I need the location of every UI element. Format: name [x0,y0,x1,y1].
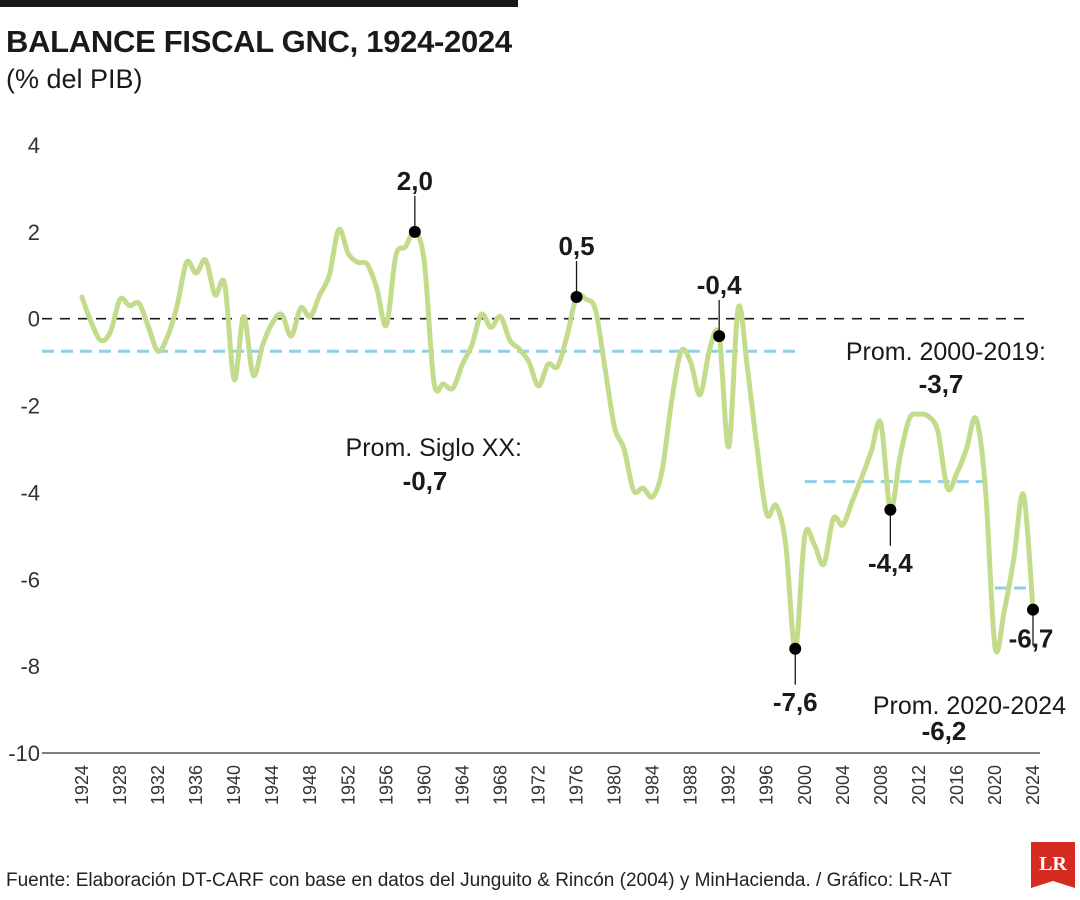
annotation-point [1027,603,1039,616]
x-tick-label: 1956 [376,765,396,805]
annotation-label: -0,4 [697,270,742,300]
x-tick-label: 1992 [719,765,739,805]
annotation-label: -4,4 [868,548,913,578]
lr-logo: LR [1031,842,1075,888]
x-tick-label: 2016 [947,765,967,805]
y-tick-label: 4 [28,133,40,158]
x-tick-label: 2004 [833,765,853,805]
x-tick-label: 1960 [414,765,434,805]
chart-subtitle: (% del PIB) [6,64,143,94]
x-tick-label: 1948 [300,765,320,805]
y-tick-label: -2 [20,394,40,419]
x-tick-label: 2000 [795,765,815,805]
x-tick-label: 1952 [338,765,358,805]
annotation-label: -6,7 [1009,624,1054,654]
annotation-label: -7,6 [773,687,818,717]
avg-value-2020-2024: -6,2 [922,716,967,746]
x-tick-label: 1924 [72,765,92,805]
annotation-label: 2,0 [397,166,433,196]
x-tick-label: 1984 [643,765,663,805]
x-tick-label: 1996 [757,765,777,805]
avg-value-2000-2019: -3,7 [919,369,964,399]
x-tick-label: 1928 [110,765,130,805]
annotation-point [789,642,802,655]
y-tick-label: -8 [20,654,40,679]
annotation-point [408,225,421,238]
chart-title: BALANCE FISCAL GNC, 1924-2024 [6,24,512,59]
annotation-point [713,330,726,343]
y-tick-label: -4 [20,480,40,505]
annotation-point [570,291,583,303]
avg-label-siglo-xx: Prom. Siglo XX: [346,434,522,462]
avg-value-siglo-xx: -0,7 [403,466,448,496]
y-tick-label: 2 [28,220,40,245]
annotation-label: 0,5 [558,231,594,261]
x-tick-label: 1968 [490,765,510,805]
logo-text: LR [1039,853,1067,875]
x-tick-label: 1976 [567,765,587,805]
x-tick-label: 1936 [186,765,206,805]
x-tick-label: 1940 [224,765,244,805]
x-tick-label: 1980 [605,765,625,805]
avg-label-2020-2024: Prom. 2020-2024 [873,692,1066,720]
x-tick-label: 1972 [528,765,548,805]
x-tick-label: 2020 [985,765,1005,805]
x-axis-ticks: 1924 1928 1932 1936 1940 1944 1948 1952 1956 1960… [72,765,1043,805]
fiscal-balance-chart: 420-2-4-6-8-10 1924 1928 1932 1936 1940 1944 1… [8,133,1066,805]
avg-label-2000-2019: Prom. 2000-2019: [846,338,1046,366]
x-tick-label: 2012 [909,765,929,805]
x-tick-label: 1932 [148,765,168,805]
x-tick-label: 2024 [1023,765,1043,805]
annotation-point [884,503,897,516]
x-tick-label: 2008 [871,765,891,805]
x-tick-label: 1988 [681,765,701,805]
source-note: Fuente: Elaboración DT-CARF con base en … [6,870,952,891]
y-tick-label: 0 [28,307,40,332]
x-tick-label: 1964 [452,765,472,805]
series-line-balance [79,226,1036,655]
y-tick-label: -6 [20,567,40,592]
y-axis-ticks: 4 2 0 -2 -4 -6 -8 -10 [8,133,40,766]
x-tick-label: 1944 [262,765,282,805]
y-tick-label: -10 [8,741,40,766]
top-rule [0,0,518,7]
annotations: 2,0 0,5 -0,4 -7,6 -4,4 -6,7 [397,166,1054,717]
